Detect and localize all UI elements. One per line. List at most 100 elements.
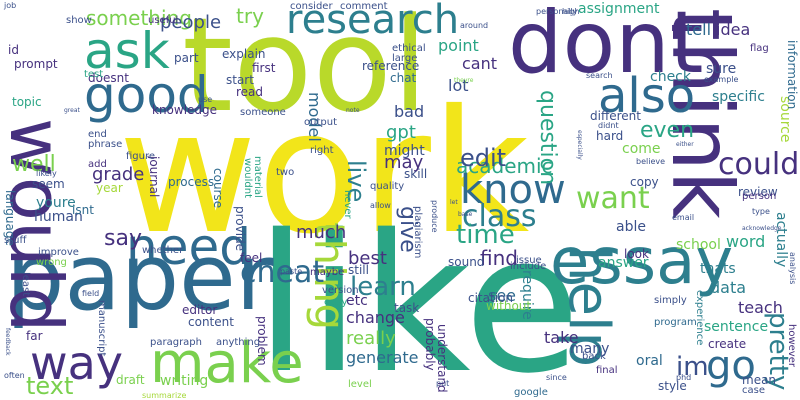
word-come: come: [622, 141, 661, 157]
word-take: take: [544, 328, 579, 347]
word-answer: answer: [598, 255, 649, 271]
word-generate: generate: [346, 348, 419, 367]
word-end: end: [88, 129, 107, 140]
word-oral: oral: [636, 353, 663, 369]
word-bad: bad: [394, 102, 425, 121]
word-well: well: [12, 152, 56, 177]
word-thing: thing: [305, 222, 354, 331]
word-different: different: [590, 109, 641, 123]
word-word: word: [726, 232, 766, 251]
word-try: try: [236, 4, 264, 28]
word-etc: etc: [346, 293, 368, 309]
word-skill: skill: [404, 167, 428, 181]
word-may: may: [384, 152, 424, 173]
word-see: see: [488, 286, 517, 305]
word-final: final: [596, 365, 618, 376]
word-tool: tool: [182, 0, 429, 141]
word-really: really: [346, 328, 396, 349]
word-without: without: [486, 299, 532, 313]
word-source: source: [777, 96, 793, 143]
word-provide: provide: [233, 206, 247, 252]
word-since: since: [546, 373, 567, 382]
word-people: people: [160, 12, 222, 33]
word-find: find: [480, 246, 518, 270]
word-however: however: [786, 324, 797, 367]
word-edit: edit: [460, 144, 507, 172]
word-topic: topic: [12, 95, 42, 109]
word-sentence: sentence: [704, 319, 769, 335]
word-large: large: [392, 53, 418, 64]
word-isnt: isnt: [72, 203, 94, 217]
word-consider: consider: [290, 1, 333, 12]
word-say: say: [104, 226, 142, 251]
word-im: im: [676, 352, 709, 382]
word-figure: figure: [126, 151, 156, 162]
word-stuff: stuff: [4, 235, 27, 246]
word-work: work: [118, 74, 530, 272]
word-wouldnt: wouldnt: [242, 158, 253, 199]
word-grade: grade: [92, 164, 145, 185]
word-test: test: [84, 69, 104, 80]
word-best: best: [348, 248, 387, 269]
word-experience: experience: [694, 290, 705, 346]
word-search: search: [586, 71, 613, 80]
word-point: point: [438, 36, 479, 55]
word-level: level: [348, 379, 372, 390]
word-cant: cant: [462, 54, 498, 73]
word-reference: reference: [362, 59, 420, 73]
word-course: course: [211, 168, 225, 209]
word-ethical: ethical: [392, 43, 426, 54]
word-around: around: [460, 21, 489, 30]
word-show: show: [66, 15, 92, 26]
word-never: never: [342, 190, 353, 219]
word-flag: flag: [750, 43, 769, 54]
word-high: high: [562, 7, 580, 16]
word-far: far: [26, 329, 43, 343]
word-theyre: theyre: [454, 77, 474, 84]
word-allow: allow: [370, 201, 391, 210]
word-sure: sure: [706, 61, 737, 77]
word-back: back: [582, 351, 606, 362]
word-id: id: [8, 43, 19, 57]
word-could: could: [718, 147, 800, 182]
word-understand: understand: [435, 324, 449, 393]
word-let: let: [450, 199, 458, 206]
word-mean: mean: [742, 373, 777, 387]
word-someone: someone: [240, 107, 286, 118]
word-model: model: [305, 92, 324, 142]
word-hard: hard: [596, 129, 624, 143]
word-paragraph: paragraph: [150, 337, 202, 348]
word-editor: editor: [182, 303, 218, 317]
word-feel: feel: [240, 251, 263, 265]
word-especially: especially: [576, 130, 583, 160]
word-easy: easy: [324, 297, 348, 308]
word-read: read: [236, 85, 264, 99]
word-question: question: [535, 90, 560, 186]
word-doesnt: doesnt: [88, 71, 129, 85]
word-anything: anything: [216, 337, 261, 348]
word-example: example: [704, 75, 739, 84]
word-thats: thats: [700, 261, 736, 277]
word-need: need: [126, 218, 251, 276]
word-help: help: [556, 246, 621, 368]
word-much: much: [296, 222, 347, 243]
word-change: change: [346, 308, 405, 327]
word-process: process: [168, 175, 215, 189]
word-content: content: [188, 315, 234, 329]
word-wrong: wrong: [36, 257, 67, 268]
word-dont: dont: [508, 0, 704, 93]
word-add: add: [88, 159, 107, 170]
word-even: even: [640, 118, 695, 143]
word-output: output: [304, 117, 337, 128]
word-youre: youre: [36, 195, 76, 211]
word-material: material: [252, 156, 263, 198]
word-essay: essay: [550, 225, 734, 299]
word-style: style: [658, 379, 687, 393]
word-put: put: [436, 379, 450, 388]
word-actually: actually: [773, 212, 789, 268]
word-quality: quality: [370, 181, 405, 192]
word-want: want: [576, 181, 650, 216]
word-go: go: [706, 343, 756, 389]
word-information: information: [785, 40, 799, 110]
word-personally: personally: [536, 7, 578, 16]
